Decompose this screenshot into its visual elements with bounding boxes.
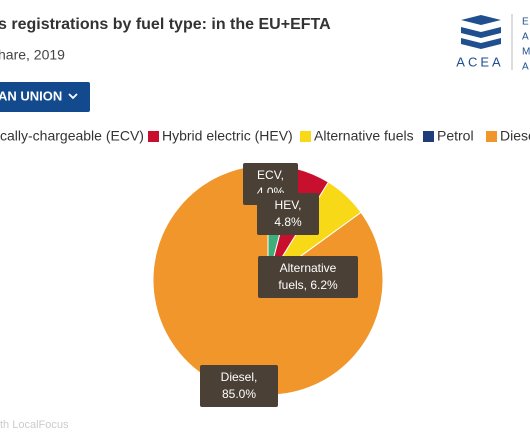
region-button[interactable] [0, 82, 90, 112]
button-label[interactable]: AN UNION [0, 88, 62, 103]
footer: th LocalFocus [0, 419, 69, 431]
legend-swatch [486, 131, 497, 142]
chevron [68, 93, 78, 100]
value-label: Diesel, 85.0% [200, 365, 278, 407]
chart-subtitle: hare, 2019 [0, 47, 65, 63]
legend-swatch [148, 131, 159, 142]
legend-label: Petrol [437, 128, 474, 144]
legend-swatch [423, 131, 434, 142]
logo-letter: A [522, 62, 529, 73]
value-label: HEV, 4.8% [257, 193, 319, 235]
logo-letter: E [522, 17, 529, 28]
logo-letter: A [522, 32, 529, 43]
legend-swatch [300, 131, 311, 142]
legend-label: cally-chargeable (ECV) [0, 128, 144, 144]
logo-icon [461, 15, 501, 49]
legend-label: Diese [500, 128, 530, 144]
legend-label: Alternative fuels [314, 128, 414, 144]
logo-name: ACEA [456, 54, 503, 69]
legend-label: Hybrid electric (HEV) [162, 128, 293, 144]
chart-title: s registrations by fuel type: in the EU+… [0, 16, 331, 33]
value-label: Alternative fuels, 6.2% [258, 256, 358, 298]
logo-letter: M [522, 47, 530, 58]
